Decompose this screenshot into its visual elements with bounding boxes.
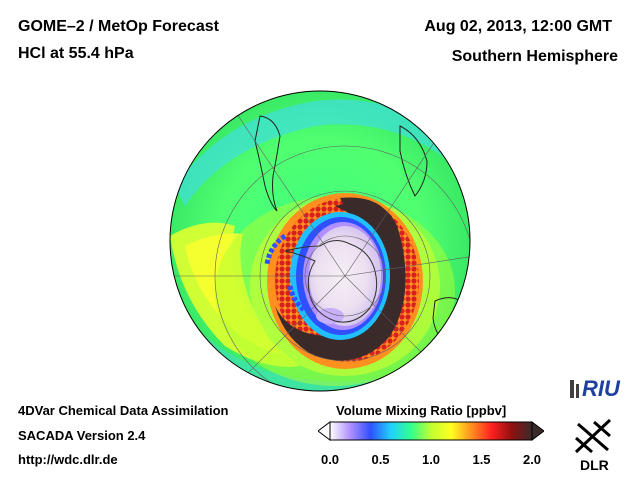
colorbar-title: Volume Mixing Ratio [ppbv] [336, 403, 507, 418]
dlr-logo: DLR [574, 418, 612, 473]
colorbar-max-arrow [531, 421, 544, 441]
globe-map [169, 90, 471, 392]
colorbar-tick-label: 1.0 [421, 452, 441, 467]
footer-assimilation: 4DVar Chemical Data Assimilation [18, 403, 229, 418]
dlr-logo-text: DLR [580, 457, 609, 473]
colorbar [318, 421, 544, 441]
colorbar-tick-label: 0.5 [371, 452, 390, 467]
colorbar-tick-label: 0.0 [320, 452, 340, 467]
riu-logo-text: RIU [582, 376, 621, 401]
hemisphere-label: Southern Hemisphere [451, 48, 618, 65]
colorbar-gradient [329, 421, 533, 441]
colorbar-min-arrow [318, 421, 331, 441]
forecast-date: Aug 02, 2013, 12:00 GMT [424, 18, 612, 35]
colorbar-tick-label: 1.5 [472, 452, 491, 467]
footer-url: http://wdc.dlr.de [18, 452, 118, 467]
map-subtitle: HCl at 55.4 hPa [18, 45, 134, 62]
riu-logo: RIU [570, 376, 621, 401]
colorbar-tick-label: 2.0 [522, 452, 542, 467]
map-title: GOME–2 / MetOp Forecast [18, 18, 219, 35]
footer-version: SACADA Version 2.4 [18, 428, 146, 443]
